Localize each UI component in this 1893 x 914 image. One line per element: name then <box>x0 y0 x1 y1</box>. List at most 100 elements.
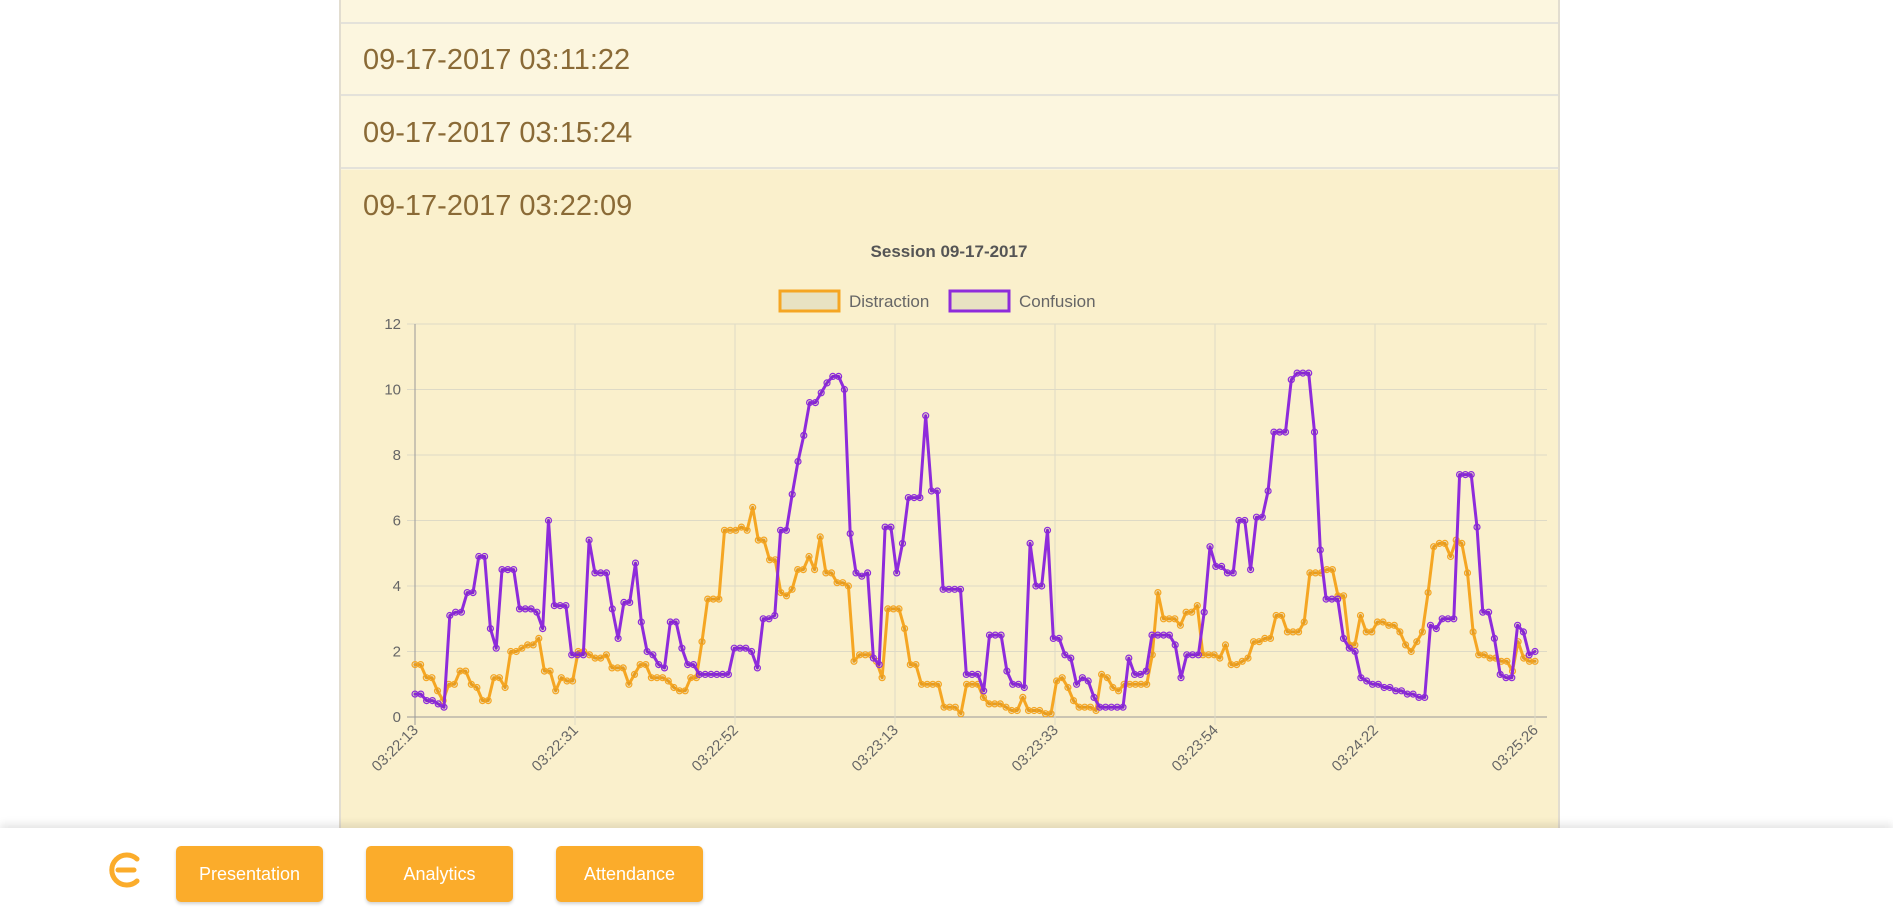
data-point-confusion[interactable] <box>655 661 663 669</box>
data-point-confusion[interactable] <box>881 523 889 531</box>
data-point-confusion[interactable] <box>1386 683 1394 692</box>
data-point-distraction[interactable] <box>467 680 475 688</box>
data-point-distraction[interactable] <box>1418 628 1427 636</box>
data-point-distraction[interactable] <box>1114 687 1123 695</box>
data-point-confusion[interactable] <box>463 589 471 597</box>
data-point-confusion[interactable] <box>417 690 425 698</box>
data-point-confusion[interactable] <box>1217 562 1226 570</box>
data-point-distraction[interactable] <box>1188 608 1196 616</box>
data-point-confusion[interactable] <box>411 690 419 698</box>
data-point-distraction[interactable] <box>433 687 442 695</box>
data-point-distraction[interactable] <box>1328 566 1337 574</box>
data-point-distraction[interactable] <box>450 680 459 688</box>
data-point-confusion[interactable] <box>1415 693 1423 702</box>
data-point-confusion[interactable] <box>428 696 437 705</box>
data-point-distraction[interactable] <box>1081 703 1089 711</box>
data-point-distraction[interactable] <box>1097 670 1106 678</box>
data-point-distraction[interactable] <box>782 592 791 600</box>
data-point-confusion[interactable] <box>666 618 674 626</box>
data-point-confusion[interactable] <box>1130 670 1139 678</box>
data-point-confusion[interactable] <box>1397 687 1406 695</box>
data-point-confusion[interactable] <box>446 611 454 620</box>
data-point-distraction[interactable] <box>546 667 554 675</box>
data-point-confusion[interactable] <box>1148 631 1156 639</box>
data-point-confusion[interactable] <box>550 602 558 610</box>
data-point-distraction[interactable] <box>585 651 594 659</box>
data-point-distraction[interactable] <box>1266 634 1275 642</box>
data-point-distraction[interactable] <box>557 674 565 682</box>
data-point-confusion[interactable] <box>1212 562 1220 570</box>
data-point-confusion[interactable] <box>893 569 901 577</box>
data-point-distraction[interactable] <box>805 552 813 561</box>
data-point-confusion[interactable] <box>672 618 680 626</box>
data-point-confusion[interactable] <box>1368 680 1377 688</box>
data-point-distraction[interactable] <box>1339 592 1348 600</box>
data-point-distraction[interactable] <box>1368 628 1376 636</box>
session-row[interactable]: 09-17-2017 03:11:22 <box>341 24 1558 96</box>
data-point-confusion[interactable] <box>1392 687 1400 695</box>
data-point-confusion[interactable] <box>719 670 727 678</box>
data-point-distraction[interactable] <box>1379 618 1387 626</box>
data-point-confusion[interactable] <box>863 569 872 577</box>
data-point-confusion[interactable] <box>1438 615 1446 623</box>
data-point-distraction[interactable] <box>1396 628 1404 636</box>
data-point-confusion[interactable] <box>1125 654 1133 662</box>
data-point-confusion[interactable] <box>858 572 866 580</box>
data-point-distraction[interactable] <box>839 579 847 587</box>
data-point-confusion[interactable] <box>1014 680 1023 688</box>
data-point-confusion[interactable] <box>1223 569 1232 577</box>
data-point-distraction[interactable] <box>1047 710 1055 718</box>
data-point-confusion[interactable] <box>1299 369 1307 377</box>
data-point-distraction[interactable] <box>681 687 689 695</box>
data-point-confusion[interactable] <box>1432 625 1440 633</box>
data-point-confusion[interactable] <box>1038 582 1046 590</box>
data-point-confusion[interactable] <box>1484 608 1493 616</box>
data-point-distraction[interactable] <box>1064 683 1072 692</box>
data-point-confusion[interactable] <box>898 539 907 547</box>
data-point-confusion[interactable] <box>573 651 582 659</box>
data-point-distraction[interactable] <box>743 526 751 534</box>
data-point-confusion[interactable] <box>1171 641 1179 649</box>
data-point-confusion[interactable] <box>614 634 622 642</box>
data-point-confusion[interactable] <box>643 647 651 656</box>
data-point-confusion[interactable] <box>748 647 756 656</box>
data-point-confusion[interactable] <box>1334 595 1342 603</box>
data-point-distraction[interactable] <box>760 536 768 544</box>
data-point-confusion[interactable] <box>736 644 744 652</box>
data-point-distraction[interactable] <box>979 693 988 702</box>
legend-swatch-distraction[interactable] <box>778 289 841 313</box>
data-point-distraction[interactable] <box>1210 651 1218 659</box>
data-point-confusion[interactable] <box>788 490 796 498</box>
data-point-distraction[interactable] <box>1531 657 1539 665</box>
data-point-distraction[interactable] <box>788 585 796 593</box>
data-point-confusion[interactable] <box>701 670 709 678</box>
data-point-confusion[interactable] <box>1246 566 1255 574</box>
data-point-confusion[interactable] <box>1084 677 1092 685</box>
data-point-distraction[interactable] <box>957 710 965 718</box>
data-point-confusion[interactable] <box>422 696 431 705</box>
data-point-distraction[interactable] <box>625 680 633 688</box>
data-point-confusion[interactable] <box>1374 680 1382 688</box>
data-point-confusion[interactable] <box>730 644 738 652</box>
data-point-distraction[interactable] <box>462 667 470 675</box>
data-point-distraction[interactable] <box>1137 680 1145 688</box>
data-point-confusion[interactable] <box>515 605 524 613</box>
data-point-confusion[interactable] <box>759 615 767 623</box>
data-point-confusion[interactable] <box>1142 667 1150 675</box>
data-point-confusion[interactable] <box>1281 428 1290 436</box>
data-point-distraction[interactable] <box>1109 683 1117 692</box>
data-point-confusion[interactable] <box>469 589 477 597</box>
data-point-confusion[interactable] <box>951 585 959 593</box>
data-point-confusion[interactable] <box>521 605 529 613</box>
data-point-distraction[interactable] <box>1278 611 1286 620</box>
data-point-confusion[interactable] <box>1380 683 1388 692</box>
data-point-distraction[interactable] <box>473 683 481 692</box>
data-point-distraction[interactable] <box>569 677 577 685</box>
data-point-distraction[interactable] <box>1244 654 1252 662</box>
data-point-distraction[interactable] <box>827 569 836 577</box>
data-point-distraction[interactable] <box>1238 657 1246 665</box>
data-point-confusion[interactable] <box>1293 369 1301 377</box>
e-logo-icon[interactable] <box>104 850 144 890</box>
data-point-confusion[interactable] <box>1403 690 1411 698</box>
data-point-confusion[interactable] <box>1473 523 1481 531</box>
